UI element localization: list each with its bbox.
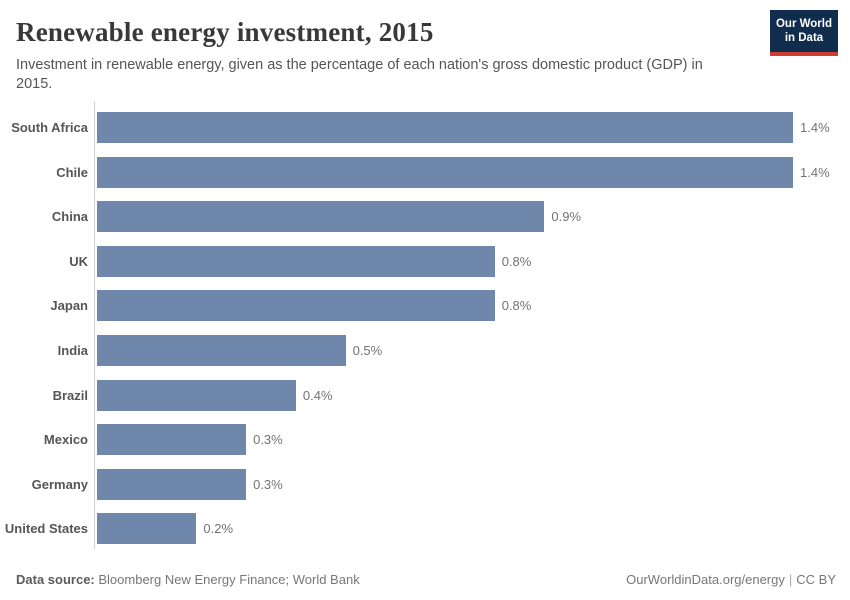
page-title: Renewable energy investment, 2015 xyxy=(16,17,434,47)
value-label: 0.4% xyxy=(302,387,333,403)
data-source: Data source: Bloomberg New Energy Financ… xyxy=(16,572,360,587)
chart-row: Mexico 0.3% xyxy=(0,417,850,462)
category-label: China xyxy=(51,209,88,225)
bar-track: 0.3% xyxy=(97,462,850,507)
attribution-separator: | xyxy=(788,572,793,587)
category-label: Japan xyxy=(50,298,88,314)
bar-chart: South Africa 1.4% Chile 1.4% China 0.9% … xyxy=(0,101,850,551)
category-label: United States xyxy=(4,521,88,537)
bar-track: 0.3% xyxy=(97,417,850,462)
value-label: 0.5% xyxy=(352,343,383,359)
category-label: Brazil xyxy=(52,387,88,403)
value-label: 0.9% xyxy=(551,209,582,225)
bar[interactable] xyxy=(97,335,346,367)
data-source-label: Data source: xyxy=(16,572,95,587)
chart-footer: Data source: Bloomberg New Energy Financ… xyxy=(16,572,836,587)
bar[interactable] xyxy=(97,156,793,188)
chart-subtitle: Investment in renewable energy, given as… xyxy=(16,57,703,93)
data-source-text: Bloomberg New Energy Finance; World Bank xyxy=(94,572,360,587)
category-label: South Africa xyxy=(11,120,88,136)
bar-track: 0.2% xyxy=(97,507,850,552)
value-label: 1.4% xyxy=(800,120,830,136)
bar[interactable] xyxy=(97,112,793,144)
owid-link[interactable]: OurWorldinData.org/energy xyxy=(626,572,785,587)
bar-track: 1.4% xyxy=(97,150,850,195)
chart-rows: South Africa 1.4% Chile 1.4% China 0.9% … xyxy=(0,105,850,551)
owid-logo-line2: in Data xyxy=(784,32,824,45)
bar[interactable] xyxy=(97,513,197,545)
chart-row: Brazil 0.4% xyxy=(0,373,850,418)
category-label: Germany xyxy=(31,476,88,492)
value-label: 0.8% xyxy=(501,298,532,314)
category-label: Chile xyxy=(56,164,88,180)
bar-track: 0.9% xyxy=(97,194,850,239)
bar-track: 0.4% xyxy=(97,373,850,418)
bar-track: 0.8% xyxy=(97,284,850,329)
chart-row: United States 0.2% xyxy=(0,507,850,552)
attribution: OurWorldinData.org/energy | CC BY xyxy=(626,572,836,587)
chart-row: UK 0.8% xyxy=(0,239,850,284)
chart-header: Renewable energy investment, 2015 Invest… xyxy=(0,0,850,94)
chart-row: Germany 0.3% xyxy=(0,462,850,507)
bar[interactable] xyxy=(97,424,247,456)
owid-logo: Our World in Data xyxy=(770,10,838,56)
value-label: 0.3% xyxy=(253,432,283,448)
bar-track: 0.5% xyxy=(97,328,850,373)
chart-row: South Africa 1.4% xyxy=(0,105,850,150)
value-label: 1.4% xyxy=(800,164,830,180)
category-label: Mexico xyxy=(43,432,88,448)
chart-row: China 0.9% xyxy=(0,194,850,239)
chart-row: Chile 1.4% xyxy=(0,150,850,195)
bar[interactable] xyxy=(97,379,296,411)
license-label: CC BY xyxy=(796,572,836,587)
chart-row: India 0.5% xyxy=(0,328,850,373)
chart-row: Japan 0.8% xyxy=(0,284,850,329)
value-label: 0.2% xyxy=(203,521,234,537)
category-label: UK xyxy=(69,253,88,269)
value-label: 0.3% xyxy=(253,476,283,492)
y-axis-line xyxy=(94,101,95,550)
bar[interactable] xyxy=(97,468,247,500)
value-label: 0.8% xyxy=(501,253,532,269)
bar[interactable] xyxy=(97,201,545,233)
owid-logo-line1: Our World xyxy=(775,18,832,30)
bar[interactable] xyxy=(97,245,495,277)
bar-track: 1.4% xyxy=(97,105,850,150)
bar[interactable] xyxy=(97,290,495,322)
bar-track: 0.8% xyxy=(97,239,850,284)
category-label: India xyxy=(57,343,88,359)
